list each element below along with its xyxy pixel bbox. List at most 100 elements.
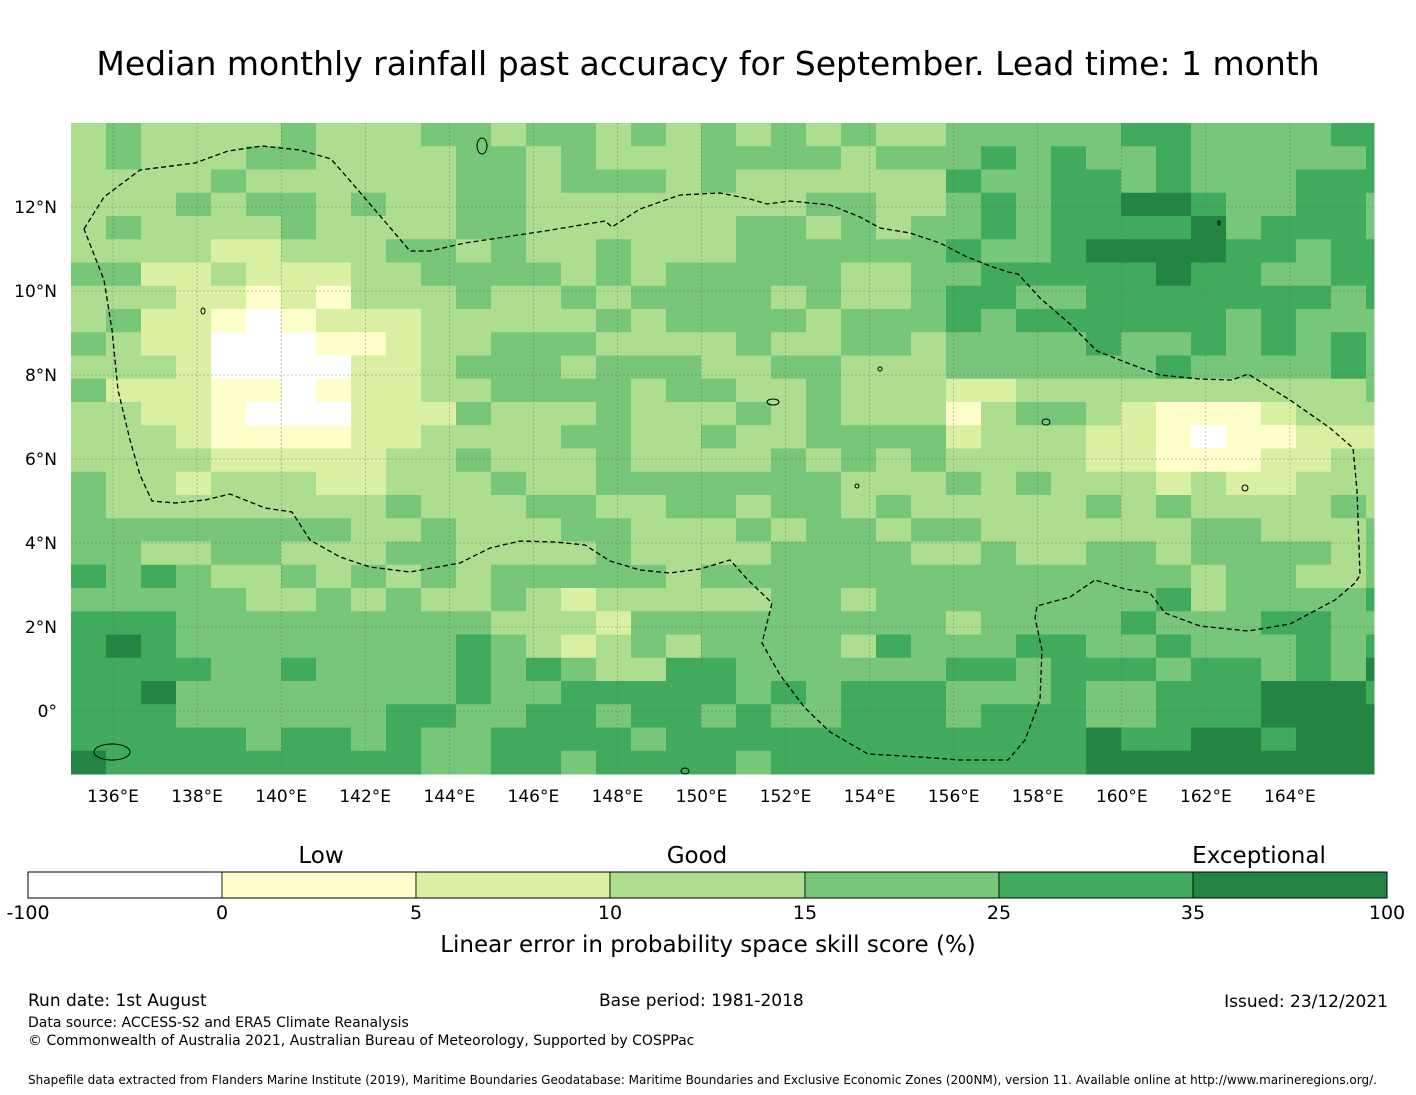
grid-cell: [561, 146, 597, 170]
grid-cell: [1121, 495, 1157, 519]
grid-cell: [526, 704, 562, 728]
grid-cell: [911, 634, 947, 659]
grid-cell: [526, 216, 562, 240]
grid-cell: [736, 146, 772, 170]
grid-cell: [1191, 285, 1227, 310]
grid-cell: [806, 448, 842, 473]
grid-cell: [526, 681, 562, 705]
grid-cell: [1121, 146, 1157, 170]
copyright-notice: © Commonwealth of Australia 2021, Austra…: [28, 1033, 695, 1049]
grid-cell: [841, 146, 877, 170]
grid-cell: [281, 309, 317, 333]
grid-cell: [666, 146, 702, 170]
grid-cell: [771, 611, 807, 635]
grid-cell: [1261, 727, 1297, 752]
grid-cell: [1121, 192, 1157, 217]
grid-cell: [491, 541, 527, 566]
grid-cell: [666, 518, 702, 542]
grid-cell: [1296, 564, 1332, 589]
grid-cell: [246, 425, 282, 449]
grid-cell: [246, 262, 282, 287]
grid-cell: [211, 727, 247, 752]
grid-cell: [281, 425, 317, 449]
grid-cell: [1296, 611, 1332, 635]
grid-cell: [1051, 588, 1087, 612]
grid-cell: [526, 169, 562, 194]
grid-cell: [526, 123, 562, 147]
grid-cell: [106, 192, 142, 217]
grid-cell: [701, 657, 737, 682]
grid-cell: [806, 378, 842, 403]
grid-cell: [106, 378, 142, 403]
grid-cell: [806, 704, 842, 728]
grid-cell: [1226, 588, 1262, 612]
grid-cell: [71, 378, 107, 403]
grid-cell: [246, 611, 282, 635]
grid-cell: [71, 588, 107, 612]
grid-cell: [1261, 378, 1297, 403]
grid-cell: [736, 704, 772, 728]
grid-cell: [561, 541, 597, 566]
grid-cell: [1051, 262, 1087, 287]
grid-cell: [666, 216, 702, 240]
grid-cell: [1226, 518, 1262, 542]
grid-cell: [1051, 192, 1087, 217]
grid-cell: [141, 727, 177, 752]
grid-cell: [876, 216, 912, 240]
grid-cell: [946, 541, 982, 566]
grid-cell: [141, 750, 177, 775]
grid-cell: [596, 611, 632, 635]
grid-cell: [806, 471, 842, 496]
grid-cell: [876, 657, 912, 682]
grid-cell: [1086, 541, 1122, 566]
grid-cell: [246, 518, 282, 542]
grid-cell: [351, 285, 387, 310]
grid-cell: [1226, 727, 1262, 752]
grid-cell: [1156, 216, 1192, 240]
grid-cell: [806, 657, 842, 682]
grid-cell: [1086, 750, 1122, 775]
grid-cell: [316, 309, 352, 333]
grid-cell: [1331, 332, 1367, 356]
grid-cell: [1191, 681, 1227, 705]
grid-cell: [71, 704, 107, 728]
grid-cell: [736, 402, 772, 426]
colorbar-tick: 25: [986, 902, 1012, 924]
grid-cell: [1331, 378, 1367, 403]
grid-cell: [351, 146, 387, 170]
grid-cell: [981, 309, 1017, 333]
grid-cell: [281, 541, 317, 566]
grid-cell: [1261, 355, 1297, 380]
grid-cell: [561, 634, 597, 659]
grid-cell: [1156, 285, 1192, 310]
grid-cell: [1331, 169, 1367, 194]
grid-cell: [1331, 727, 1367, 752]
grid-cell: [1226, 123, 1262, 147]
grid-cell: [771, 448, 807, 473]
grid-cell: [1016, 518, 1052, 542]
grid-cell: [841, 727, 877, 752]
grid-cell: [141, 216, 177, 240]
grid-cell: [806, 239, 842, 263]
grid-cell: [736, 448, 772, 473]
grid-cell: [106, 564, 142, 589]
grid-cell: [106, 750, 142, 775]
base-period: Base period: 1981-2018: [599, 991, 804, 1011]
grid-cell: [141, 681, 177, 705]
grid-cell: [596, 657, 632, 682]
grid-cell: [1191, 448, 1227, 473]
grid-cell: [841, 355, 877, 380]
grid-cell: [1261, 285, 1297, 310]
grid-cell: [981, 634, 1017, 659]
grid-cell: [1051, 216, 1087, 240]
grid-cell: [281, 169, 317, 194]
grid-cell: [316, 378, 352, 403]
grid-cell: [176, 611, 212, 635]
grid-cell: [421, 123, 457, 147]
grid-cell: [561, 750, 597, 775]
grid-cell: [561, 564, 597, 589]
grid-cell: [841, 123, 877, 147]
colorbar-category-good: Good: [666, 843, 728, 869]
grid-cell: [106, 355, 142, 380]
